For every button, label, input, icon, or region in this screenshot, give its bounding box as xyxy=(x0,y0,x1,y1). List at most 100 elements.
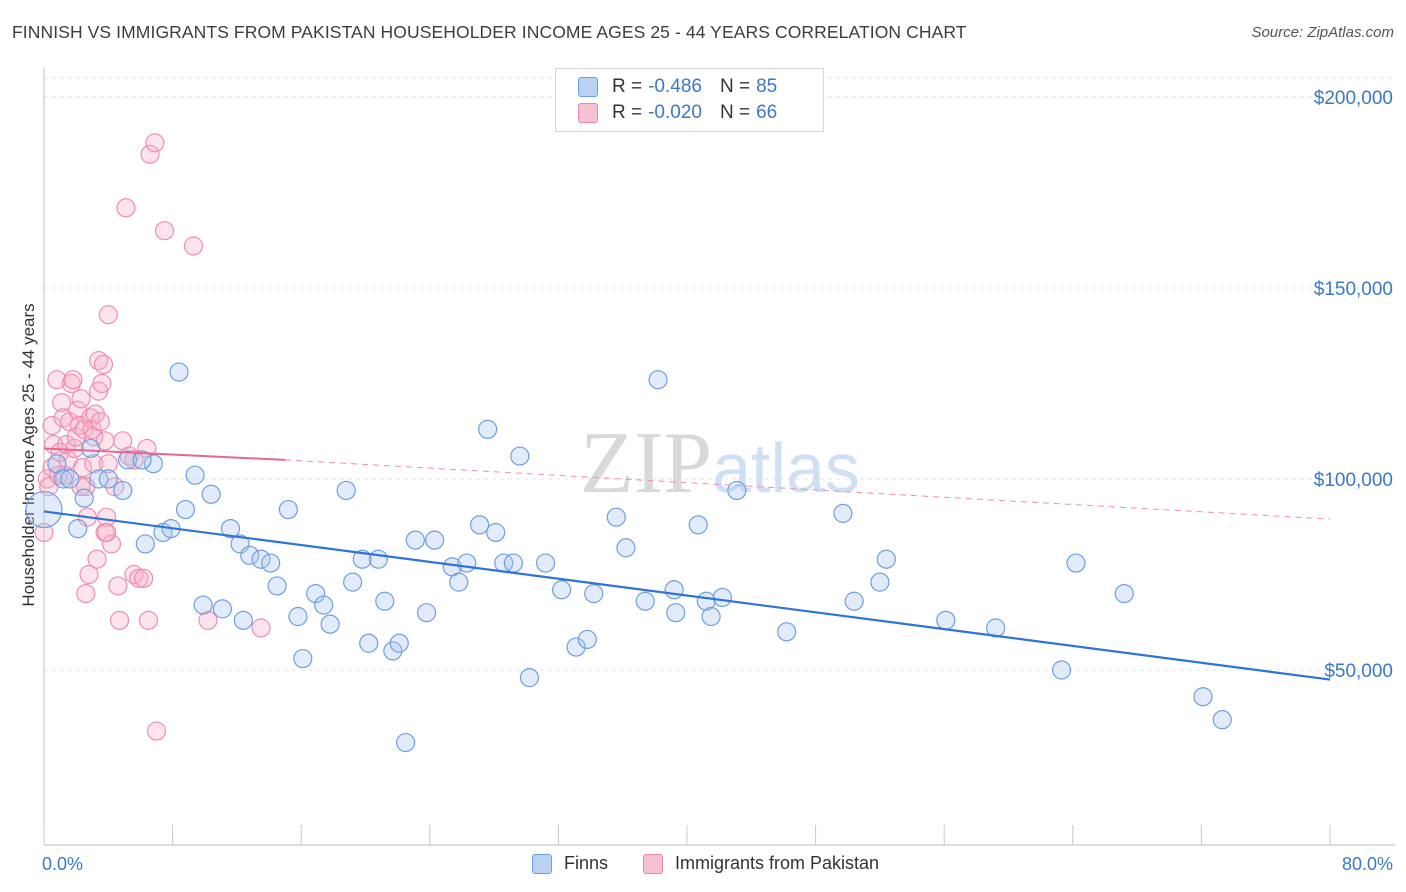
finns-r-value: -0.486 xyxy=(648,76,702,97)
pakistan-point xyxy=(154,221,175,241)
finns-point xyxy=(470,515,490,535)
finns-legend-swatch xyxy=(532,853,552,874)
pakistan-point xyxy=(47,370,67,390)
finns-point xyxy=(81,438,101,459)
finns-legend-label: Finns xyxy=(564,853,609,873)
finns-trend-line xyxy=(43,510,1331,681)
pakistan-legend-swatch xyxy=(643,853,663,874)
legend-row-finns: R = -0.486 N = 85 xyxy=(578,74,777,100)
x-tick-label: 0.0% xyxy=(42,854,83,874)
pakistan-points xyxy=(34,133,271,741)
finns-points xyxy=(25,362,1232,753)
pakistan-point xyxy=(72,457,93,478)
axes xyxy=(43,68,1395,846)
finns-point xyxy=(936,610,956,630)
pakistan-point xyxy=(145,133,165,153)
pakistan-n-label: N = xyxy=(719,102,751,123)
y-tick-label: $50,000 xyxy=(1324,661,1393,682)
pakistan-point xyxy=(98,305,118,325)
finns-point xyxy=(535,553,556,573)
finns-point xyxy=(240,545,260,566)
series-legend: Finns Immigrants from Pakistan xyxy=(0,850,1406,878)
finns-point xyxy=(261,553,281,573)
y-tick-label: $150,000 xyxy=(1314,279,1393,300)
pakistan-point xyxy=(92,373,112,394)
finns-point xyxy=(117,450,138,470)
finns-point xyxy=(368,549,388,569)
finns-point xyxy=(457,553,477,573)
finns-point xyxy=(89,469,109,489)
legend-row-pakistan: R = -0.020 N = 66 xyxy=(578,100,777,126)
finns-point xyxy=(727,480,747,501)
finns-point xyxy=(212,599,233,619)
pakistan-point xyxy=(71,389,91,409)
finns-n-label: N = xyxy=(719,76,751,97)
finns-point xyxy=(1066,553,1086,573)
finns-point xyxy=(143,454,163,474)
watermark-atlas: atlas xyxy=(712,429,860,507)
finns-point xyxy=(510,446,530,466)
pakistan-point xyxy=(79,564,99,585)
finns-point xyxy=(98,469,118,489)
finns-point xyxy=(53,469,73,489)
finns-point xyxy=(876,549,896,569)
finns-point xyxy=(169,362,189,382)
pakistan-point xyxy=(101,534,122,554)
finns-point xyxy=(405,530,425,550)
y-tick-labels: $50,000 $100,000 $150,000 $200,000 xyxy=(1314,88,1393,682)
pakistan-point xyxy=(71,477,91,497)
finns-point xyxy=(1051,660,1072,680)
pakistan-point xyxy=(52,393,72,413)
pakistan-point xyxy=(93,354,114,374)
finns-point xyxy=(833,503,853,523)
pakistan-point xyxy=(97,522,117,543)
finns-point xyxy=(664,580,684,600)
finns-point xyxy=(278,499,298,520)
finns-point xyxy=(68,519,88,539)
finns-point xyxy=(383,641,403,661)
finns-point xyxy=(233,610,253,630)
finns-point xyxy=(566,637,586,657)
pakistan-point xyxy=(140,144,160,164)
finns-point xyxy=(74,488,94,508)
pakistan-point xyxy=(76,583,96,604)
finns-point xyxy=(486,522,506,543)
finns-point xyxy=(193,595,213,615)
finns-point xyxy=(175,499,196,520)
finns-point xyxy=(389,633,409,653)
finns-point xyxy=(478,419,498,439)
finns-point xyxy=(666,603,686,623)
finns-point xyxy=(220,519,241,539)
pakistan-swatch xyxy=(578,103,598,123)
finns-point xyxy=(519,668,540,688)
pakistan-n-value: 66 xyxy=(756,102,778,123)
pakistan-point xyxy=(98,454,118,474)
gridlines xyxy=(44,77,1395,671)
finns-point xyxy=(359,633,379,653)
y-tick-label: $100,000 xyxy=(1314,470,1393,491)
pakistan-point xyxy=(84,454,104,474)
pakistan-point xyxy=(138,610,159,630)
pakistan-point xyxy=(50,442,70,462)
finns-point xyxy=(135,534,155,554)
legend-item-finns: Finns xyxy=(532,853,608,874)
finns-point xyxy=(113,480,133,501)
finns-point xyxy=(416,603,437,623)
pakistan-point xyxy=(82,419,102,439)
source-label: Source: ZipAtlas.com xyxy=(1251,24,1394,41)
finns-point xyxy=(25,490,63,529)
pakistan-point xyxy=(74,419,94,439)
pakistan-legend-label: Immigrants from Pakistan xyxy=(675,853,880,873)
finns-n-value: 85 xyxy=(756,76,778,97)
finns-point xyxy=(293,648,313,669)
finns-point xyxy=(701,606,721,627)
finns-point xyxy=(336,480,356,501)
finns-point xyxy=(584,583,604,604)
finns-point xyxy=(688,515,708,535)
pakistan-point xyxy=(90,412,110,432)
finns-point xyxy=(201,484,221,504)
finns-point xyxy=(267,576,287,596)
finns-point xyxy=(635,591,655,611)
pakistan-trend-extension xyxy=(285,459,1331,520)
